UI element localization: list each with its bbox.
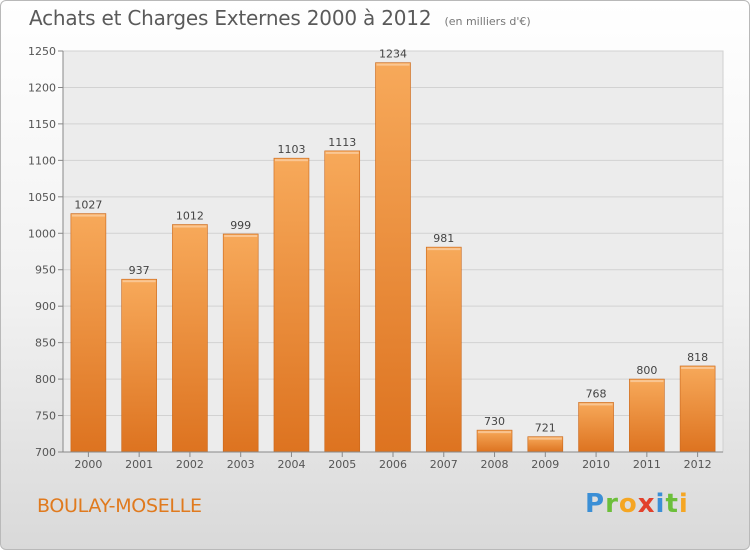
logo-letter: i (655, 489, 666, 519)
bar-value-label: 999 (230, 219, 251, 232)
bar-highlight (376, 63, 410, 66)
bar-highlight (478, 431, 512, 434)
logo-letter: P (585, 489, 606, 519)
bar-highlight (122, 280, 156, 283)
x-tick-label: 2005 (328, 458, 356, 471)
bar-highlight (325, 151, 359, 154)
bar-value-label: 768 (586, 387, 607, 400)
bar-value-label: 721 (535, 422, 556, 435)
x-tick-label: 2003 (227, 458, 255, 471)
bar-value-label: 818 (687, 351, 708, 364)
proxiti-logo: Proxiti (585, 489, 689, 519)
bar-value-label: 1027 (74, 199, 102, 212)
x-tick-label: 2002 (176, 458, 204, 471)
y-tick-label: 1000 (28, 227, 56, 240)
bar-highlight (528, 437, 562, 440)
logo-letter: o (618, 489, 638, 519)
bar-highlight (630, 380, 664, 383)
bar-value-label: 1012 (176, 210, 204, 223)
y-tick-label: 950 (35, 264, 56, 277)
bar-highlight (173, 225, 207, 228)
bar-value-label: 1103 (277, 143, 305, 156)
x-tick-label: 2011 (633, 458, 661, 471)
bar (121, 278, 157, 453)
bar-value-label: 1113 (328, 136, 356, 149)
x-tick-label: 2009 (531, 458, 559, 471)
bar-value-label: 800 (636, 364, 657, 377)
x-tick-label: 2012 (684, 458, 712, 471)
y-tick-label: 850 (35, 337, 56, 350)
bar (578, 402, 614, 453)
bar-highlight (427, 248, 461, 251)
y-tick-label: 1150 (28, 118, 56, 131)
bar-value-label: 730 (484, 415, 505, 428)
bar (172, 224, 208, 453)
bar-highlight (71, 214, 105, 217)
y-tick-label: 1050 (28, 191, 56, 204)
y-tick-label: 1200 (28, 81, 56, 94)
bar (324, 150, 361, 453)
chart-title: Achats et Charges Externes 2000 à 2012 (29, 6, 432, 30)
bar (222, 233, 259, 453)
y-tick-label: 750 (35, 410, 56, 423)
y-tick-label: 700 (35, 446, 56, 459)
bar-highlight (579, 403, 613, 406)
place-name: BOULAY-MOSELLE (37, 495, 202, 517)
y-tick-label: 900 (35, 300, 56, 313)
bar-highlight (224, 235, 258, 238)
logo-letter: i (678, 489, 689, 519)
x-tick-label: 2010 (582, 458, 610, 471)
bar (70, 213, 107, 453)
x-tick-label: 2000 (74, 458, 102, 471)
bar-highlight (681, 366, 715, 369)
bar-highlight (274, 159, 308, 162)
y-tick-label: 1250 (28, 45, 56, 58)
x-tick-label: 2004 (277, 458, 305, 471)
y-tick-label: 800 (35, 373, 56, 386)
logo-letter: t (665, 489, 679, 519)
logo-letter: x (637, 489, 656, 519)
chart-unit: (en milliers d'€) (444, 15, 531, 28)
y-axis: 700 750 800 850 900 950 1000 1050 1100 1150 1200 12… (28, 45, 64, 459)
bar (425, 246, 462, 453)
bar (629, 378, 665, 453)
x-axis: 2000 2001 2002 2003 2004 2005 2006 2007 2008 2009… (63, 451, 723, 471)
x-tick-label: 2008 (481, 458, 509, 471)
bar (273, 157, 310, 453)
bars: 1027 937 1012 999 1103 1113 1234 981 730 721 768 80… (70, 48, 716, 453)
title-row: Achats et Charges Externes 2000 à 2012 (… (29, 6, 531, 30)
x-tick-label: 2007 (430, 458, 458, 471)
y-tick-label: 1100 (28, 154, 56, 167)
bar (476, 429, 513, 453)
bar (679, 365, 716, 453)
x-tick-label: 2006 (379, 458, 407, 471)
bar (375, 62, 411, 453)
x-tick-label: 2001 (125, 458, 153, 471)
bar-value-label: 937 (129, 264, 150, 277)
bar-value-label: 981 (433, 232, 454, 245)
bar-value-label: 1234 (379, 48, 407, 61)
logo-letter: r (605, 489, 619, 519)
